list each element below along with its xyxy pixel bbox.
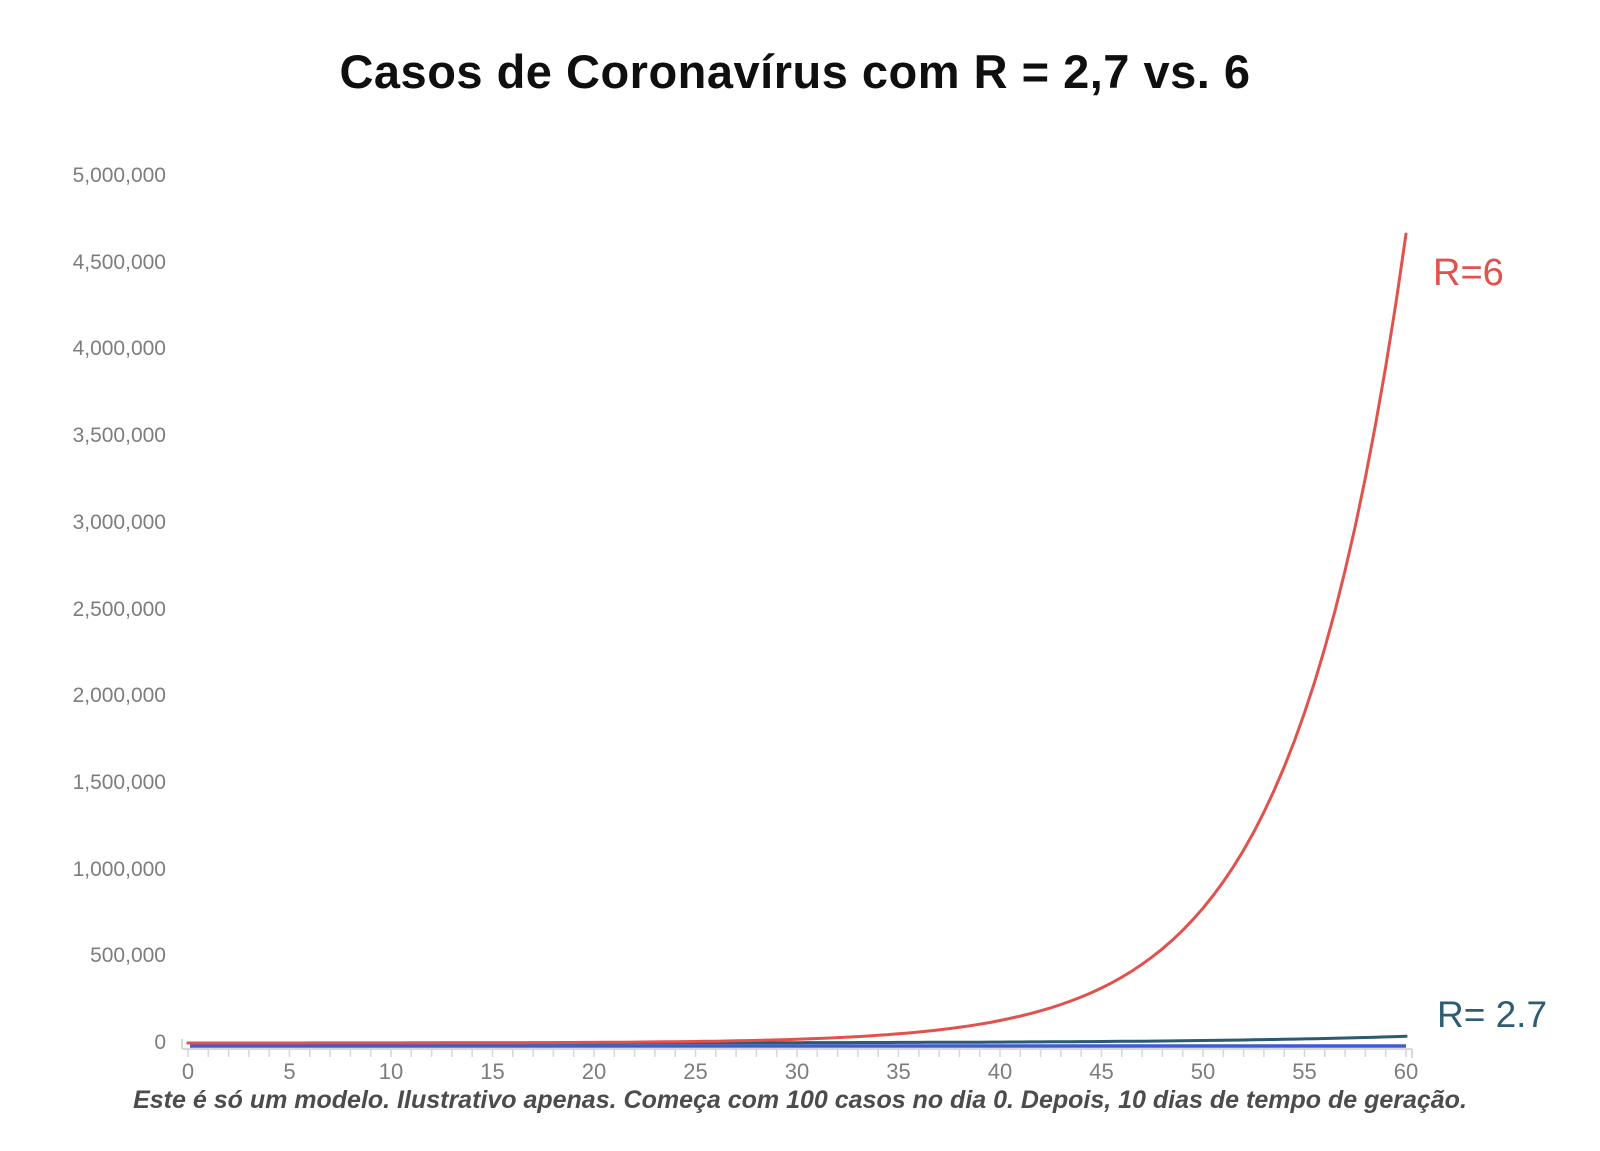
x-tick-label: 5 xyxy=(283,1059,296,1084)
y-tick-label: 1,500,000 xyxy=(72,770,166,794)
x-tick-label: 45 xyxy=(1089,1059,1114,1084)
series-label-r27: R= 2.7 xyxy=(1437,994,1548,1035)
footnote: Este é só um modelo. Ilustrativo apenas.… xyxy=(133,1086,1467,1114)
chart-title: Casos de Coronavírus com R = 2,7 vs. 6 xyxy=(339,45,1251,98)
x-tick-label: 10 xyxy=(378,1059,404,1084)
x-tick-label: 60 xyxy=(1393,1059,1419,1084)
x-tick-label: 20 xyxy=(581,1059,607,1084)
x-tick-label: 50 xyxy=(1190,1059,1216,1084)
x-tick-label: 55 xyxy=(1292,1059,1317,1084)
x-tick-label: 0 xyxy=(181,1059,195,1084)
y-tick-label: 3,000,000 xyxy=(72,510,166,534)
y-tick-label: 4,000,000 xyxy=(72,337,166,361)
y-tick-label: 1,000,000 xyxy=(72,857,166,881)
y-tick-label: 5,000,000 xyxy=(72,164,166,187)
x-tick-label: 40 xyxy=(987,1059,1013,1084)
y-tick-label: 0 xyxy=(154,1031,166,1054)
x-tick-label: 25 xyxy=(683,1059,708,1084)
series-label-r6: R=6 xyxy=(1433,252,1504,294)
y-tick-label: 2,000,000 xyxy=(72,684,166,708)
series-line-r6 xyxy=(186,232,1408,1045)
x-tick-label: 35 xyxy=(886,1059,911,1084)
x-tick-label: 15 xyxy=(480,1059,505,1084)
y-tick-label: 2,500,000 xyxy=(72,597,166,621)
y-tick-label: 3,500,000 xyxy=(72,424,166,448)
x-tick-label: 30 xyxy=(784,1059,810,1084)
y-tick-label: 500,000 xyxy=(90,944,166,968)
y-tick-label: 4,500,000 xyxy=(72,250,166,274)
